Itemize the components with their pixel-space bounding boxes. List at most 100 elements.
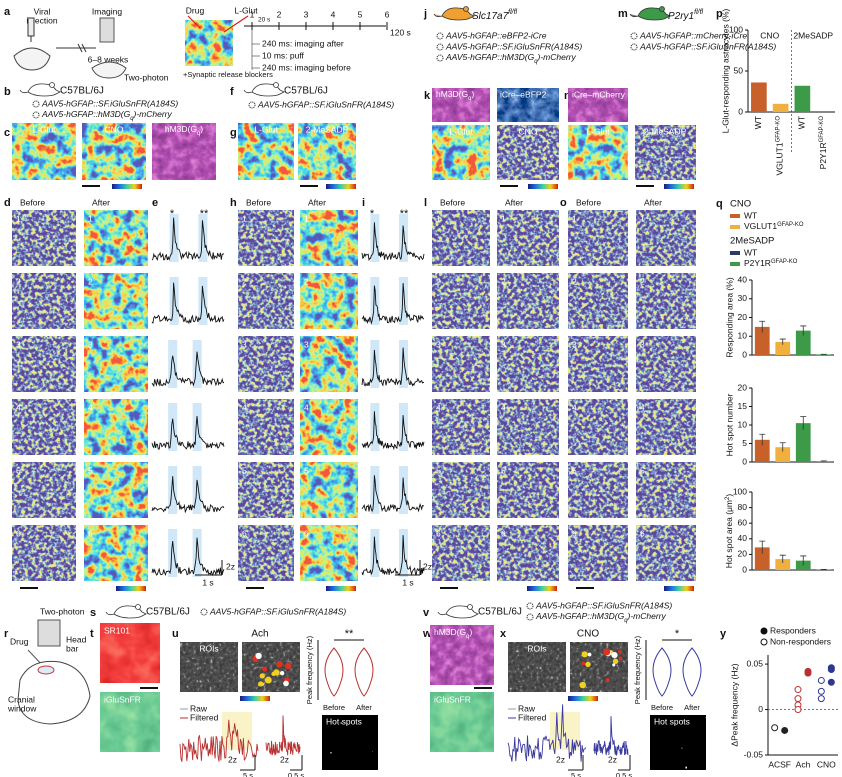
panel-letter: o <box>560 197 567 209</box>
roi <box>617 650 622 654</box>
image-label: ROIs <box>199 643 218 653</box>
bar <box>775 559 791 570</box>
micrograph <box>568 88 628 122</box>
virus-icon <box>630 43 638 51</box>
stimulus-shade <box>398 214 408 262</box>
scale-label: 0.5 s <box>288 771 305 777</box>
micrograph <box>84 462 148 518</box>
y-axis-label: L-Glut-responding astrocytes (%) <box>720 8 730 133</box>
row-number: 1 <box>16 213 21 223</box>
point <box>771 724 779 732</box>
y-tick-label: 5 <box>742 438 747 448</box>
stimulus-shade <box>398 403 408 451</box>
image-label-part: q <box>466 634 469 640</box>
label: 240 ms: imaging before <box>262 62 351 72</box>
panel-letter: s <box>90 607 96 619</box>
violin <box>324 647 344 697</box>
virus-label: AAV5-hGFAP::hM3D(Gq)-mCherry <box>445 52 576 64</box>
micrograph <box>497 399 559 455</box>
trace <box>593 716 629 756</box>
strain: C57BL/6J <box>146 607 190 618</box>
legend-label: WT <box>744 247 757 257</box>
row-number: 5 <box>16 465 21 475</box>
micrograph <box>497 210 559 266</box>
image-label: 2-MeSADP <box>306 124 349 134</box>
virus-label: AAV5-hGFAP::mCherry-iCre <box>639 30 747 40</box>
panel-letter: e <box>152 197 158 209</box>
roi <box>612 658 619 665</box>
bar <box>775 341 791 355</box>
micrograph <box>636 210 696 266</box>
trace <box>265 715 301 756</box>
virus-label: AAV5-hGFAP::hM3D(Gq)-mCherry <box>41 109 172 121</box>
row-number: 5 <box>501 465 506 475</box>
timeline-label: 6 <box>385 9 390 19</box>
micrograph <box>497 462 559 518</box>
virus-icon <box>526 613 534 621</box>
legend-label-part: VGLUT1 <box>744 221 777 231</box>
trace <box>361 475 425 513</box>
row-number: 1 <box>501 213 506 223</box>
x-tick-label: WT <box>753 116 763 129</box>
stimulus-shade <box>192 340 202 388</box>
bar <box>754 439 770 462</box>
colorbar <box>240 696 270 701</box>
roi <box>258 681 264 687</box>
mouse-ear <box>467 604 473 610</box>
micrograph <box>238 399 294 455</box>
roi <box>264 676 272 684</box>
bar <box>754 547 770 570</box>
legend-label: VGLUT1GFAP-KO <box>744 221 804 231</box>
scale-label: 2z <box>280 754 289 764</box>
label: Imaging <box>92 6 123 16</box>
y-tick-label: 20 <box>738 382 748 392</box>
y-tick-label: 0 <box>738 106 743 116</box>
point <box>804 667 812 675</box>
head-icon <box>13 47 51 71</box>
trace <box>361 411 425 451</box>
y-axis-label: Hot spot number <box>724 393 734 456</box>
micrograph <box>12 399 76 455</box>
row-number: 1 <box>436 213 441 223</box>
row-number: 3 <box>640 339 645 349</box>
trace <box>507 704 587 762</box>
cranial-window <box>37 665 55 675</box>
micrograph <box>568 125 628 180</box>
row-number: 6 <box>640 528 645 538</box>
trace <box>179 719 259 762</box>
virus-label: AAV5-hGFAP::SF.iGluSnFR(A184S) <box>257 99 394 109</box>
legend-label-part: GFAP-KO <box>771 259 798 265</box>
micrograph <box>322 715 378 770</box>
label: Two-photon <box>40 606 85 616</box>
panel-letter: g <box>230 127 237 139</box>
legend-group: CNO <box>730 199 751 210</box>
mouse-ear <box>135 604 141 610</box>
label: +Synaptic release blockers <box>183 70 273 79</box>
stimulus-shade <box>192 466 202 514</box>
y-axis-label: Responding area (%) <box>724 277 734 357</box>
mouse-body <box>17 660 91 725</box>
image-label: L-Glut <box>254 124 278 134</box>
point <box>794 686 802 694</box>
label: 120 s <box>390 27 411 37</box>
colorbar <box>528 184 558 189</box>
micrograph <box>636 336 696 392</box>
row-number: 4 <box>436 402 441 412</box>
row-number: 1 <box>640 213 645 223</box>
image-label: 2-MeSADP <box>644 126 687 136</box>
row-number: 4 <box>16 402 21 412</box>
trace <box>361 347 425 387</box>
strain: C57BL/6J <box>478 607 522 618</box>
bar <box>772 103 789 112</box>
highlight <box>550 712 580 750</box>
x-tick-label: WT <box>797 116 807 129</box>
micrograph <box>432 525 490 581</box>
label: injection <box>26 15 57 25</box>
row-number: 2 <box>640 276 645 286</box>
label: Two-photon <box>124 72 169 82</box>
legend-label-part: GFAP-KO <box>777 222 804 228</box>
micrograph <box>12 210 76 266</box>
micrograph <box>238 336 294 392</box>
virus-label: AAV5-hGFAP::SF.iGluSnFR(A184S) <box>445 41 582 51</box>
pipette <box>187 15 201 29</box>
